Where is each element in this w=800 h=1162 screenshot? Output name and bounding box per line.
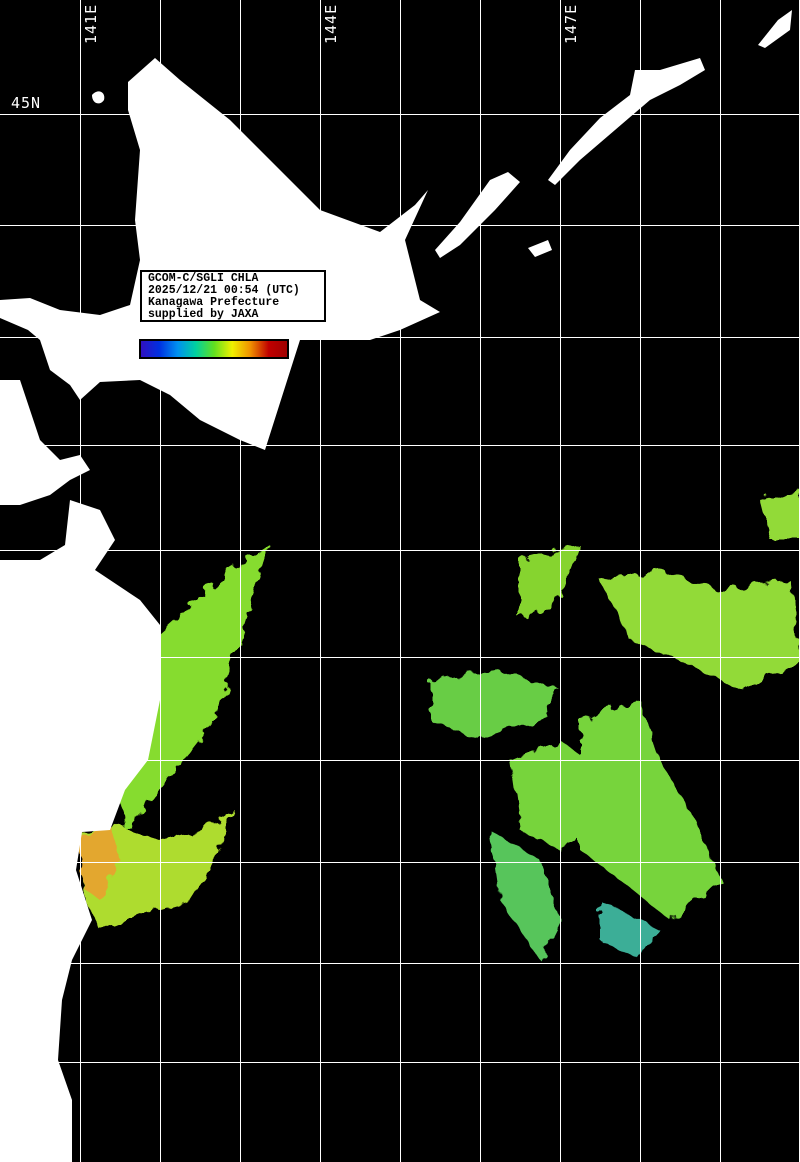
land-oshima-peninsula bbox=[0, 380, 90, 505]
chla-offshore-patch bbox=[490, 830, 560, 960]
latitude-label-45n: 45N bbox=[11, 94, 42, 112]
land-kunashiri bbox=[435, 172, 520, 258]
land-urup bbox=[758, 10, 792, 48]
chla-offshore-patch bbox=[760, 490, 800, 540]
organization: Kanagawa Prefecture bbox=[148, 296, 280, 309]
timestamp: 2025/12/21 00:54 (UTC) bbox=[148, 284, 300, 297]
chla-offshore-patch bbox=[580, 700, 720, 920]
chla-offshore-patch bbox=[510, 740, 600, 850]
chla-offshore-patch bbox=[600, 570, 800, 690]
chla-offshore-patch bbox=[520, 545, 580, 620]
land-small-island bbox=[528, 240, 552, 257]
color-scale-bar bbox=[138, 338, 290, 360]
product-title: GCOM-C/SGLI CHLA bbox=[148, 272, 259, 285]
chlorophyll-patches bbox=[78, 490, 800, 960]
chla-coastal-patch-south bbox=[80, 810, 235, 930]
longitude-label-141e: 141E bbox=[82, 3, 100, 44]
land-etorofu bbox=[548, 58, 705, 185]
land-rishiri bbox=[92, 91, 105, 104]
land-hokkaido bbox=[0, 58, 440, 450]
info-box: GCOM-C/SGLI CHLA 2025/12/21 00:54 (UTC) … bbox=[140, 270, 326, 322]
chla-offshore-patch bbox=[430, 670, 560, 740]
credit: supplied by JAXA bbox=[148, 308, 259, 321]
chla-coastal-patch bbox=[120, 545, 270, 830]
longitude-label-144e: 144E bbox=[322, 3, 340, 44]
chla-offshore-patch bbox=[600, 900, 660, 960]
longitude-label-147e: 147E bbox=[562, 3, 580, 44]
